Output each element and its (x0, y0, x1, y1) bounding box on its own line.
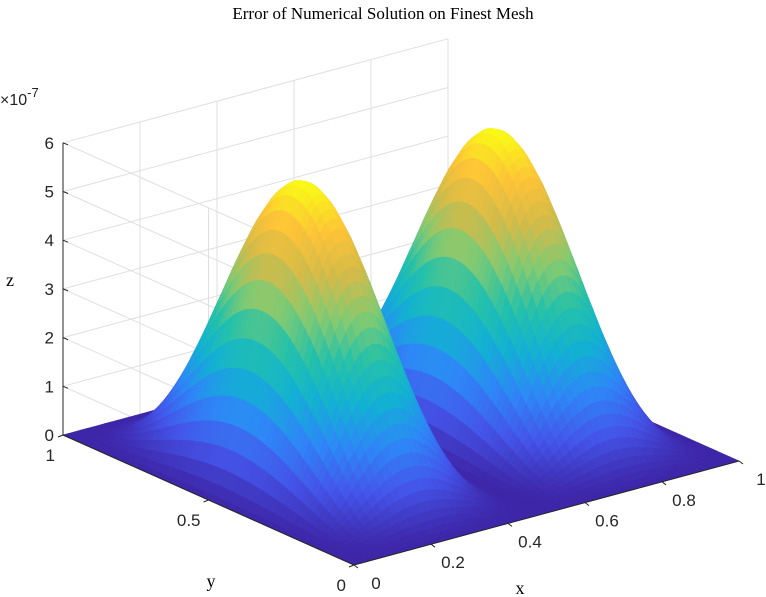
x-tick-mark (353, 564, 359, 569)
x-tick-label: 0.2 (441, 553, 465, 572)
z-exponent-power: -7 (27, 85, 39, 100)
x-tick-label: 0.6 (595, 512, 619, 531)
x-tick-label: 0.4 (518, 532, 542, 551)
z-exponent-base: ×10 (0, 92, 27, 109)
x-tick-label: 1 (756, 470, 765, 489)
x-tick-label: 0.8 (672, 491, 696, 510)
z-tick-label: 0 (45, 426, 54, 445)
z-tick-mark (62, 191, 69, 194)
x-tick-mark (584, 502, 590, 507)
x-tick-mark (507, 523, 513, 527)
y-tick-label: 1 (46, 446, 55, 465)
z-tick-label: 6 (45, 134, 54, 153)
z-tick-mark (62, 337, 69, 341)
z-tick-label: 1 (45, 377, 54, 396)
x-tick-mark (661, 481, 667, 486)
z-tick-mark (62, 239, 69, 243)
surface-mesh (62, 128, 740, 566)
gridline-z-back-wall (62, 135, 449, 241)
z-tick-mark (62, 385, 69, 389)
z-tick-mark (62, 142, 69, 146)
z-axis-label: z (6, 270, 14, 290)
gridline-z-back-wall (62, 87, 449, 192)
z-tick-label: 5 (45, 183, 54, 202)
x-tick-mark (738, 460, 744, 465)
y-tick-mark (348, 564, 355, 568)
y-tick-mark (203, 499, 209, 503)
y-tick-label: 0 (337, 576, 346, 595)
x-tick-mark (430, 543, 436, 548)
gridline-z-back-wall (62, 38, 449, 144)
y-tick-mark (57, 434, 64, 438)
z-tick-label: 4 (45, 231, 54, 250)
z-tick-mark (62, 288, 69, 292)
y-axis-label: y (207, 571, 216, 591)
z-tick-label: 3 (45, 280, 54, 299)
x-tick-label: 0 (371, 574, 380, 593)
y-tick-label: 0.5 (177, 511, 201, 530)
x-axis-label: x (516, 578, 525, 597)
z-tick-label: 2 (45, 329, 54, 348)
z-exponent-label: ×10-7 (0, 85, 39, 109)
chart-title: Error of Numerical Solution on Finest Me… (232, 4, 534, 23)
